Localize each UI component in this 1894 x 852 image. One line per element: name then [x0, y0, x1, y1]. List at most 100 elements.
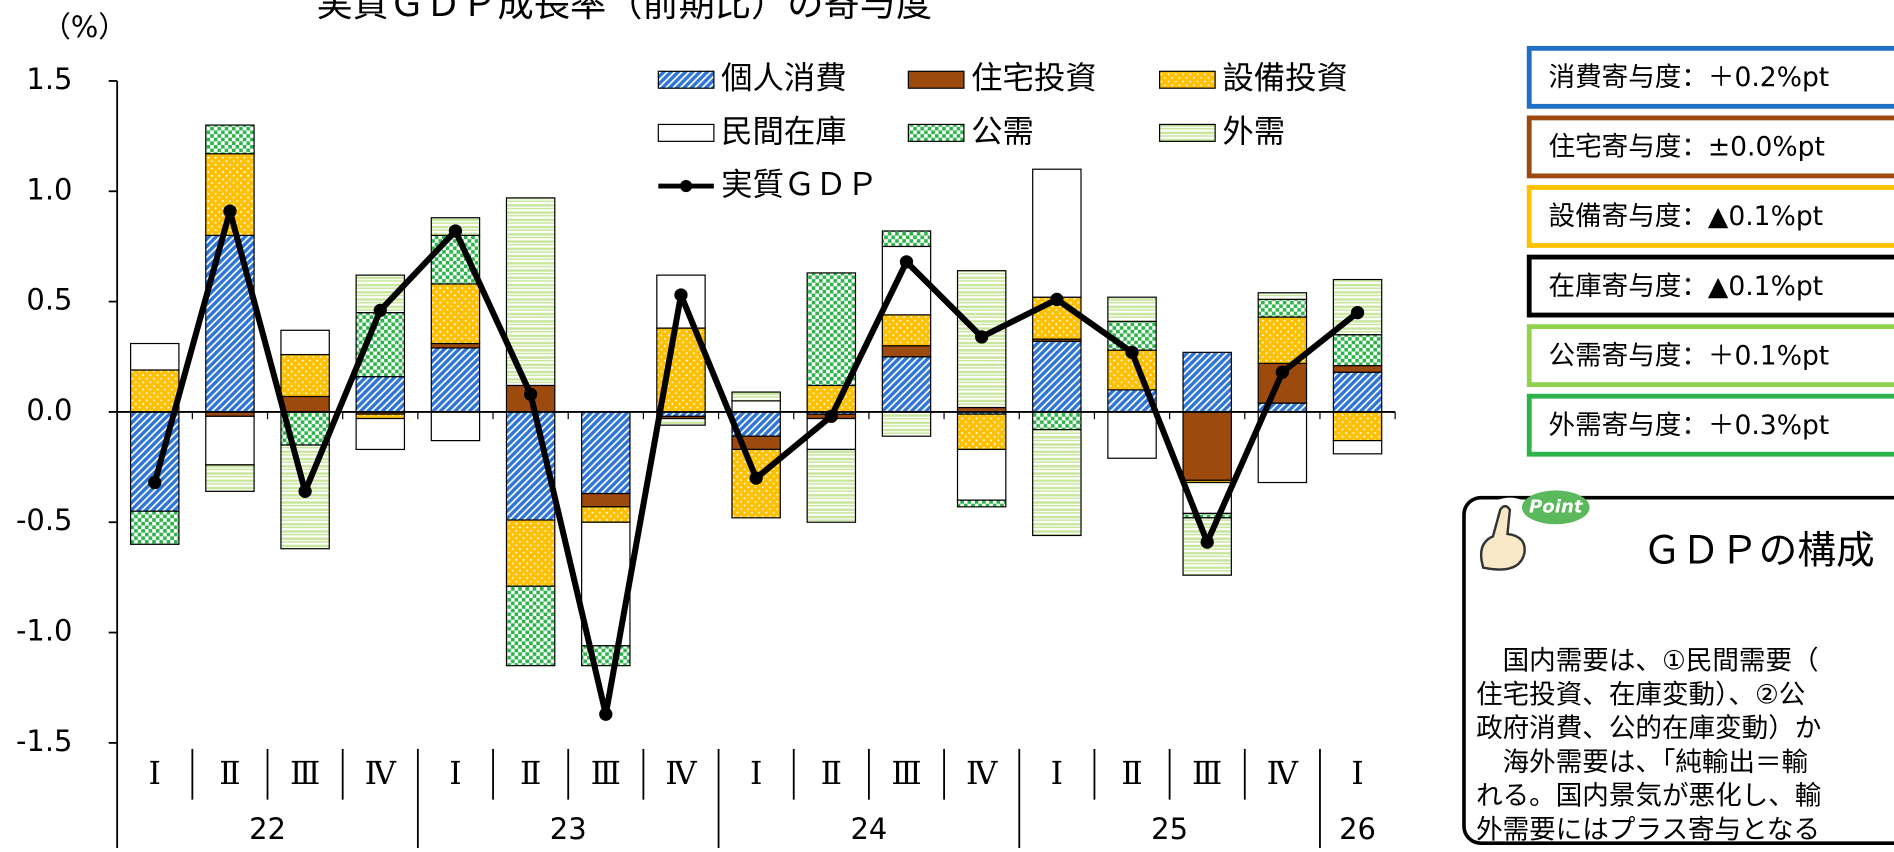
point-badge [1521, 490, 1590, 525]
bar-segment [731, 400, 781, 413]
bar-segment [806, 448, 857, 523]
x-tick-label: Ⅳ [1267, 756, 1299, 792]
info-box-text: 公需寄与度：＋0.1%pt [1549, 340, 1830, 371]
y-tick-label: 1.0 [26, 172, 72, 206]
y-tick-label: 0.0 [26, 393, 72, 427]
x-tick-label: Ⅲ [591, 756, 621, 792]
x-tick-label: Ⅲ [1192, 756, 1222, 792]
x-group-label: 22 [249, 812, 286, 846]
bar-segment [1032, 411, 1082, 431]
legend-swatch [657, 70, 715, 89]
bar-segment [806, 272, 857, 387]
x-tick-label: Ⅲ [290, 756, 320, 792]
bar-segment [430, 283, 481, 345]
legend-label: 民間在庫 [721, 114, 847, 150]
bar-segment [205, 153, 255, 237]
gdp-marker [223, 204, 237, 218]
bar-segment [956, 413, 1007, 451]
x-tick-label: Ⅱ [1121, 756, 1142, 792]
bar-segment [956, 448, 1007, 501]
y-tick-label: -0.5 [16, 503, 73, 537]
x-tick-label: Ⅰ [149, 756, 161, 792]
legend-label: 住宅投資 [971, 61, 1097, 97]
bar-segment [1032, 428, 1082, 537]
bar-segment [1332, 371, 1383, 413]
gdp-marker [448, 224, 463, 238]
x-tick-label: Ⅰ [449, 756, 461, 792]
bar-segment [1182, 512, 1232, 519]
legend-swatch [1158, 123, 1216, 142]
bar-segment [129, 510, 180, 545]
point-badge-text: Point [1529, 496, 1584, 517]
bar-segment [1257, 411, 1308, 484]
bar-segment [1257, 362, 1308, 404]
x-group-label: 24 [850, 812, 887, 846]
legend-swatch [1158, 70, 1216, 89]
x-tick-label: Ⅳ [966, 756, 998, 792]
bar-segment [205, 464, 255, 492]
bar-segment [1257, 292, 1308, 300]
bar-segment [731, 391, 781, 402]
bar-segment [280, 395, 330, 413]
bar-segment [881, 314, 932, 347]
gdp-marker [824, 409, 838, 423]
gdp-marker [1275, 365, 1290, 379]
bar-segment [956, 499, 1007, 508]
info-box-text: 住宅寄与度：±0.0%pt [1549, 132, 1825, 163]
point-text: 外需要にはプラス寄与となる [1476, 815, 1820, 846]
x-tick-label: Ⅳ [665, 756, 697, 792]
bar-segment [430, 234, 481, 285]
y-tick-label: 1.5 [26, 62, 72, 96]
bar-segment [581, 411, 631, 495]
legend-swatch [657, 123, 715, 142]
bar-segment [1332, 411, 1383, 442]
x-tick-label: Ⅳ [365, 756, 397, 792]
info-box-text: 設備寄与度：▲0.1%pt [1549, 201, 1824, 232]
bar-segment [430, 411, 481, 442]
y-tick-label: 0.5 [26, 283, 72, 317]
bar-segment [1332, 334, 1383, 367]
bar-segment [656, 417, 706, 426]
legend-label: 外需 [1222, 114, 1285, 150]
legend-swatch [907, 123, 965, 142]
bar-segment [1182, 411, 1232, 481]
bar-segment [129, 369, 180, 413]
point-text: 海外需要は、「純輸出＝輸 [1476, 747, 1808, 778]
info-box-text: 在庫寄与度：▲0.1%pt [1549, 271, 1824, 302]
info-box [1526, 45, 1894, 109]
chart-title: 実質ＧＤＰ成長率（前期比）の寄与度 [316, 0, 932, 25]
info-box [1526, 185, 1894, 248]
x-tick-label: Ⅱ [520, 756, 541, 792]
point-title: ＧＤＰの構成 [1643, 529, 1875, 574]
bar-segment [1257, 298, 1308, 318]
y-tick-label: -1.0 [16, 614, 73, 648]
y-axis-label: （%） [42, 10, 127, 44]
point-text: 政府消費、公的在庫変動）か [1476, 713, 1821, 744]
point-hand [1479, 504, 1526, 571]
legend-label: 個人消費 [721, 61, 847, 97]
bar-segment [731, 411, 781, 437]
point-text: れる。国内景気が悪化し、輸 [1476, 781, 1821, 812]
bar-segment [1182, 351, 1232, 413]
bar-segment [430, 342, 481, 349]
bar-segment [1107, 411, 1157, 459]
bar-segment [205, 124, 255, 155]
gdp-marker [373, 303, 387, 318]
bar-segment [806, 417, 857, 451]
x-tick-label: Ⅱ [821, 756, 842, 792]
legend-label: 設備投資 [1222, 61, 1348, 97]
info-box-text: 消費寄与度：＋0.2%pt [1549, 62, 1830, 93]
gdp-marker [298, 484, 312, 498]
x-tick-label: Ⅰ [750, 756, 762, 792]
bar-segment [881, 345, 932, 358]
bar-segment [280, 353, 330, 398]
point-panel [1462, 495, 1894, 845]
point-text: 国内需要は、①民間需要（ [1476, 645, 1819, 676]
bar-segment [505, 197, 556, 387]
legend-label: 公需 [971, 114, 1034, 150]
y-tick-label: -1.5 [16, 724, 73, 758]
gdp-marker [523, 387, 538, 401]
bar-segment [205, 415, 255, 466]
